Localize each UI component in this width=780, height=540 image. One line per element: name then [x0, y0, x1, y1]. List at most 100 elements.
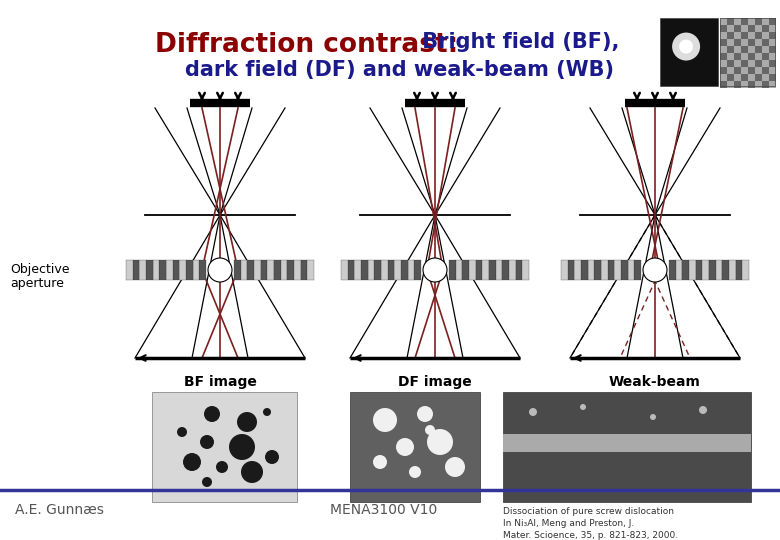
- Bar: [748, 81, 755, 88]
- Bar: [608, 260, 615, 280]
- Bar: [727, 18, 734, 25]
- Bar: [734, 81, 741, 88]
- Bar: [720, 53, 727, 60]
- Text: aperture: aperture: [10, 278, 64, 291]
- Bar: [172, 260, 179, 280]
- Bar: [166, 260, 172, 280]
- Bar: [281, 260, 287, 280]
- Text: Dissociation of pure screw dislocation
In Ni₃Al, Meng and Preston, J.
Mater. Sci: Dissociation of pure screw dislocation I…: [503, 507, 678, 539]
- Bar: [769, 74, 776, 81]
- Bar: [634, 260, 641, 280]
- Circle shape: [423, 258, 447, 282]
- Bar: [741, 18, 748, 25]
- Bar: [748, 32, 755, 39]
- Bar: [709, 260, 716, 280]
- Bar: [503, 392, 751, 502]
- Bar: [727, 74, 734, 81]
- Bar: [729, 260, 736, 280]
- Bar: [675, 260, 682, 280]
- Bar: [720, 32, 727, 39]
- Bar: [126, 260, 133, 280]
- Bar: [720, 18, 727, 25]
- Bar: [489, 260, 495, 280]
- Bar: [628, 260, 634, 280]
- Bar: [727, 60, 734, 67]
- Bar: [354, 260, 361, 280]
- Bar: [755, 39, 762, 46]
- Bar: [755, 46, 762, 53]
- Bar: [268, 260, 274, 280]
- Bar: [140, 260, 146, 280]
- Bar: [769, 46, 776, 53]
- Bar: [762, 53, 769, 60]
- Bar: [601, 260, 608, 280]
- Bar: [727, 32, 734, 39]
- Bar: [769, 60, 776, 67]
- Bar: [741, 74, 748, 81]
- Bar: [241, 260, 247, 280]
- Circle shape: [177, 427, 187, 437]
- Bar: [153, 260, 159, 280]
- Text: Bright field (BF),: Bright field (BF),: [415, 32, 619, 52]
- Bar: [716, 260, 722, 280]
- Bar: [200, 260, 206, 280]
- Bar: [762, 81, 769, 88]
- Bar: [734, 74, 741, 81]
- Text: dark field (DF) and weak-beam (WB): dark field (DF) and weak-beam (WB): [185, 60, 614, 80]
- Bar: [509, 260, 516, 280]
- Bar: [621, 260, 628, 280]
- Bar: [748, 18, 755, 25]
- Bar: [495, 260, 502, 280]
- Bar: [755, 81, 762, 88]
- Bar: [727, 39, 734, 46]
- Bar: [748, 74, 755, 81]
- Bar: [734, 25, 741, 32]
- Bar: [568, 260, 574, 280]
- Bar: [689, 260, 696, 280]
- Text: A.E. Gunnæs: A.E. Gunnæs: [15, 503, 104, 517]
- Bar: [350, 392, 480, 502]
- Bar: [193, 260, 200, 280]
- Circle shape: [237, 412, 257, 432]
- Bar: [727, 25, 734, 32]
- Bar: [720, 81, 727, 88]
- Bar: [287, 260, 294, 280]
- Bar: [769, 81, 776, 88]
- Bar: [769, 25, 776, 32]
- Bar: [762, 46, 769, 53]
- Bar: [146, 260, 153, 280]
- Bar: [274, 260, 281, 280]
- Bar: [755, 67, 762, 74]
- Circle shape: [204, 406, 220, 422]
- Bar: [720, 60, 727, 67]
- Bar: [449, 260, 456, 280]
- Bar: [720, 18, 775, 86]
- Circle shape: [396, 438, 414, 456]
- Bar: [615, 260, 621, 280]
- Bar: [741, 39, 748, 46]
- Bar: [374, 260, 381, 280]
- Bar: [720, 39, 727, 46]
- Bar: [476, 260, 482, 280]
- Bar: [401, 260, 408, 280]
- Bar: [720, 46, 727, 53]
- Bar: [660, 18, 718, 86]
- Bar: [762, 32, 769, 39]
- Bar: [133, 260, 140, 280]
- Circle shape: [529, 408, 537, 416]
- Circle shape: [643, 258, 667, 282]
- Bar: [741, 46, 748, 53]
- Bar: [755, 74, 762, 81]
- Circle shape: [445, 457, 465, 477]
- Bar: [748, 46, 755, 53]
- Bar: [594, 260, 601, 280]
- Bar: [463, 260, 469, 280]
- Bar: [186, 260, 193, 280]
- Bar: [741, 32, 748, 39]
- Bar: [741, 81, 748, 88]
- Bar: [261, 260, 268, 280]
- Bar: [294, 260, 300, 280]
- Bar: [755, 25, 762, 32]
- Circle shape: [650, 414, 656, 420]
- Circle shape: [183, 453, 201, 471]
